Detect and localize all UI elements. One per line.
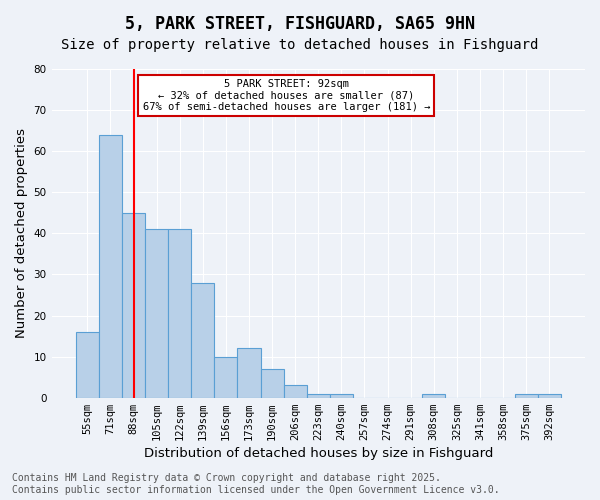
Bar — [76, 332, 99, 398]
Bar — [538, 394, 561, 398]
Bar — [260, 369, 284, 398]
Text: Size of property relative to detached houses in Fishguard: Size of property relative to detached ho… — [61, 38, 539, 52]
Bar — [168, 229, 191, 398]
Bar — [145, 229, 168, 398]
Bar — [238, 348, 260, 398]
Bar — [330, 394, 353, 398]
Y-axis label: Number of detached properties: Number of detached properties — [15, 128, 28, 338]
Bar — [122, 213, 145, 398]
Bar — [284, 386, 307, 398]
Bar — [422, 394, 445, 398]
Bar — [214, 356, 238, 398]
Text: 5 PARK STREET: 92sqm
← 32% of detached houses are smaller (87)
67% of semi-detac: 5 PARK STREET: 92sqm ← 32% of detached h… — [143, 79, 430, 112]
X-axis label: Distribution of detached houses by size in Fishguard: Distribution of detached houses by size … — [143, 447, 493, 460]
Bar — [191, 282, 214, 398]
Text: Contains HM Land Registry data © Crown copyright and database right 2025.
Contai: Contains HM Land Registry data © Crown c… — [12, 474, 500, 495]
Bar — [515, 394, 538, 398]
Bar — [307, 394, 330, 398]
Bar — [99, 134, 122, 398]
Text: 5, PARK STREET, FISHGUARD, SA65 9HN: 5, PARK STREET, FISHGUARD, SA65 9HN — [125, 15, 475, 33]
